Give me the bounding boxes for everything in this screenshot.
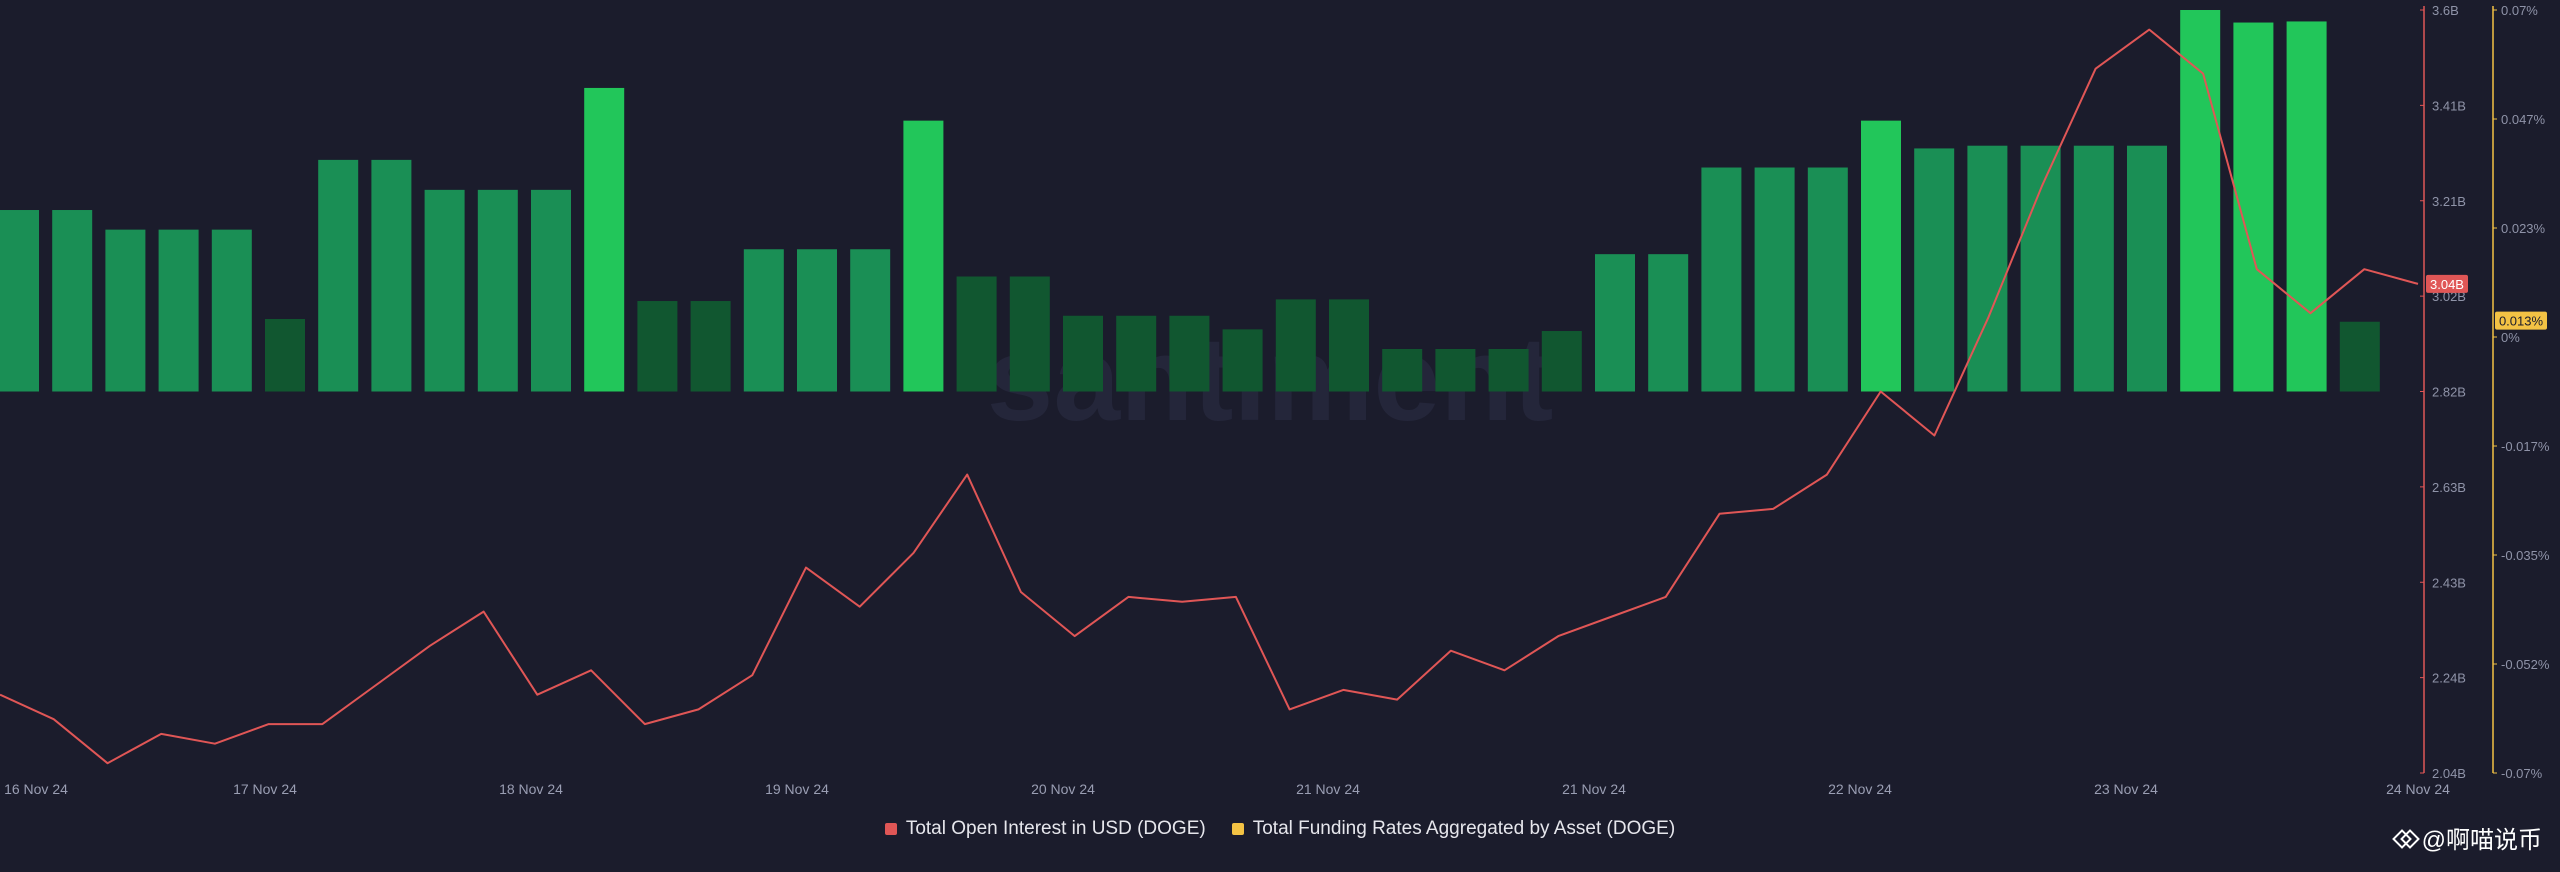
right-axis-tick-label: -0.052%: [2501, 657, 2550, 672]
x-axis-tick-label: 21 Nov 24: [1296, 781, 1360, 797]
binance-square-icon: [2394, 827, 2416, 849]
legend-swatch-open-interest: [885, 823, 897, 835]
funding-rate-bar: [1329, 299, 1369, 391]
funding-rate-bar: [212, 230, 252, 392]
funding-rate-bar: [1808, 168, 1848, 392]
left-axis-tick-label: 2.04B: [2432, 766, 2466, 781]
legend-label-open-interest: Total Open Interest in USD (DOGE): [906, 818, 1206, 840]
x-axis-tick-label: 16 Nov 24: [4, 781, 68, 797]
funding-rate-bar: [1542, 331, 1582, 391]
funding-rate-bar: [1648, 254, 1688, 391]
funding-rate-bar: [850, 249, 890, 391]
funding-rate-bar: [2180, 10, 2220, 392]
funding-rate-bar: [637, 301, 677, 391]
watermark: @啊喵说币: [2394, 820, 2542, 855]
legend-label-funding-rates: Total Funding Rates Aggregated by Asset …: [1253, 818, 1675, 840]
funding-rate-bar: [1382, 349, 1422, 392]
funding-rate-bar: [531, 190, 571, 392]
x-axis-tick-label: 22 Nov 24: [1828, 781, 1892, 797]
left-axis-tick-label: 2.24B: [2432, 671, 2466, 686]
funding-rate-bar: [1489, 349, 1529, 392]
funding-rate-bar: [584, 88, 624, 392]
funding-rate-bar: [2127, 146, 2167, 392]
right-axis-tick-label: -0.07%: [2501, 766, 2543, 781]
left-axis-tick-label: 3.6B: [2432, 3, 2459, 18]
right-axis-tick-label: 0.047%: [2501, 112, 2546, 127]
funding-rate-bar: [797, 249, 837, 391]
right-axis-tick-label: 0.07%: [2501, 3, 2538, 18]
legend-item-open-interest[interactable]: Total Open Interest in USD (DOGE): [885, 818, 1206, 840]
x-axis-tick-label: 17 Nov 24: [233, 781, 297, 797]
x-axis-tick-label: 18 Nov 24: [499, 781, 563, 797]
right-axis-tick-label: -0.017%: [2501, 439, 2550, 454]
funding-rate-bar: [371, 160, 411, 392]
funding-rate-bar: [2021, 146, 2061, 392]
funding-rate-bar: [1914, 148, 1954, 391]
funding-rate-bar: [1701, 168, 1741, 392]
left-axis-tick-label: 3.21B: [2432, 194, 2466, 209]
chart-legend: Total Open Interest in USD (DOGE) Total …: [0, 818, 2560, 840]
legend-item-funding-rates[interactable]: Total Funding Rates Aggregated by Asset …: [1232, 818, 1675, 840]
funding-rate-bar: [1435, 349, 1475, 392]
left-axis-tick-label: 2.82B: [2432, 385, 2466, 400]
funding-rate-bar: [1755, 168, 1795, 392]
funding-rate-bar: [159, 230, 199, 392]
funding-rate-bar: [1169, 316, 1209, 392]
right-axis-tick-label: 0.023%: [2501, 221, 2546, 236]
funding-rate-bar: [425, 190, 465, 392]
funding-rate-bar: [1116, 316, 1156, 392]
funding-rate-bar: [744, 249, 784, 391]
watermark-text: @啊喵说币: [2422, 820, 2542, 855]
funding-rate-bar: [1967, 146, 2007, 392]
open-interest-value-label: 3.04B: [2430, 277, 2464, 292]
right-axis-tick-label: 0%: [2501, 330, 2520, 345]
left-axis-tick-label: 2.63B: [2432, 480, 2466, 495]
funding-rate-bar: [1861, 121, 1901, 392]
funding-rate-bar: [1223, 329, 1263, 391]
left-axis-tick-label: 3.41B: [2432, 98, 2466, 113]
left-axis-tick-label: 2.43B: [2432, 575, 2466, 590]
funding-rate-bar: [1063, 316, 1103, 392]
funding-rate-bar: [0, 210, 39, 391]
funding-rate-bar: [105, 230, 145, 392]
x-axis-tick-label: 23 Nov 24: [2094, 781, 2158, 797]
funding-rate-bar: [903, 121, 943, 392]
legend-swatch-funding-rates: [1232, 823, 1244, 835]
funding-rate-bar: [478, 190, 518, 392]
funding-rate-bar: [1595, 254, 1635, 391]
funding-rate-bar: [2074, 146, 2114, 392]
right-axis-tick-label: -0.035%: [2501, 548, 2550, 563]
x-axis-tick-label: 20 Nov 24: [1031, 781, 1095, 797]
x-axis-tick-label: 21 Nov 24: [1562, 781, 1626, 797]
funding-rate-bar: [265, 319, 305, 391]
funding-rate-bar: [2340, 322, 2380, 392]
funding-rate-bar: [1276, 299, 1316, 391]
funding-rate-bar: [52, 210, 92, 391]
x-axis-tick-label: 19 Nov 24: [765, 781, 829, 797]
funding-rate-value-label: 0.013%: [2499, 314, 2544, 329]
x-axis-tick-label: 24 Nov 24: [2386, 781, 2450, 797]
funding-rate-bar: [1010, 277, 1050, 392]
funding-rate-bar: [2287, 21, 2327, 391]
funding-rate-bar: [318, 160, 358, 392]
funding-rate-bar: [691, 301, 731, 391]
funding-rate-bar: [957, 277, 997, 392]
